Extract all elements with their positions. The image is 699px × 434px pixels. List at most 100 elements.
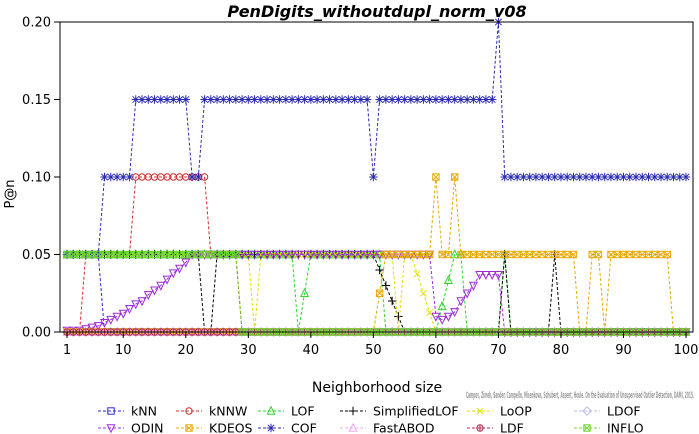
point-kdeos-88 xyxy=(607,250,615,259)
point-kdeos-92 xyxy=(632,250,640,259)
axes: 1 10 20 30 40 50 60 70 80 90 100 0.00 0.05 0.10 0.15 0.… xyxy=(22,16,698,359)
legend-marker-cof xyxy=(266,423,276,433)
point-cof-100 xyxy=(681,172,691,182)
point-cof-78 xyxy=(544,172,553,182)
point-cof-30 xyxy=(244,95,253,104)
point-loop-35 xyxy=(276,250,284,259)
point-loop-48 xyxy=(357,250,365,259)
legend-marker-kdeos xyxy=(185,424,193,432)
series-cof xyxy=(62,17,691,259)
point-cof-58 xyxy=(419,95,428,104)
point-odin-50 xyxy=(368,250,378,260)
point-odin-43 xyxy=(325,250,335,260)
point-cof-32 xyxy=(256,95,266,104)
legend-marker-ldf xyxy=(476,424,484,432)
x-tick-label-70: 70 xyxy=(490,343,507,358)
point-cof-19 xyxy=(175,95,184,104)
plot-area xyxy=(62,17,691,338)
point-odin-38 xyxy=(293,250,303,260)
point-loop-36 xyxy=(282,250,290,259)
point-cof-15 xyxy=(150,95,159,104)
x-tick-label-30: 30 xyxy=(240,343,257,358)
point-cof-33 xyxy=(262,95,272,104)
point-odin-66 xyxy=(468,281,478,291)
point-odin-17 xyxy=(162,275,172,285)
point-odin-5 xyxy=(87,323,97,333)
point-cof-11 xyxy=(125,172,134,182)
point-odin-45 xyxy=(337,250,347,260)
x-tick-label-40: 40 xyxy=(303,343,320,358)
point-cof-12 xyxy=(131,95,140,104)
x-tick-label-1: 1 xyxy=(63,343,71,358)
point-cof-81 xyxy=(563,172,572,182)
point-odin-42 xyxy=(318,250,328,260)
point-cof-90 xyxy=(619,172,628,182)
point-odin-20 xyxy=(181,258,191,268)
point-kdeos-72 xyxy=(507,250,515,259)
y-tick-label-3: 0.15 xyxy=(22,93,51,108)
x-tick-label-10: 10 xyxy=(115,343,132,358)
point-odin-70 xyxy=(493,270,503,280)
legend-item-lof: LOF xyxy=(258,404,315,419)
point-odin-32 xyxy=(256,250,266,260)
point-cof-9 xyxy=(112,172,122,182)
x-tick-label-90: 90 xyxy=(615,343,632,358)
point-cof-80 xyxy=(556,172,566,182)
point-odin-18 xyxy=(168,269,178,279)
legend-item-knn: kNN xyxy=(98,404,157,419)
point-cof-75 xyxy=(525,172,534,182)
point-lof-62 xyxy=(443,275,453,285)
point-odin-7 xyxy=(100,319,110,329)
point-kdeos-96 xyxy=(657,250,665,259)
point-odin-10 xyxy=(118,309,128,319)
point-odin-47 xyxy=(350,250,360,260)
legend-item-knnw: kNNW xyxy=(176,404,247,419)
y-tick-label-4: 0.20 xyxy=(22,16,51,31)
legend-item-ldf: LDF xyxy=(467,421,524,434)
point-cof-54 xyxy=(394,95,403,104)
legend-label-ldof: LDOF xyxy=(607,404,641,419)
point-cof-55 xyxy=(400,95,409,104)
point-kdeos-59 xyxy=(425,250,434,259)
point-cof-56 xyxy=(406,95,416,104)
point-loop-58 xyxy=(419,289,427,297)
point-cof-25 xyxy=(212,95,222,104)
legend-label-lof: LOF xyxy=(291,404,315,419)
point-odin-14 xyxy=(143,291,153,301)
point-odin-44 xyxy=(331,250,341,260)
point-kdeos-62 xyxy=(444,250,453,259)
point-cof-87 xyxy=(600,172,609,182)
point-loop-32 xyxy=(257,250,265,259)
point-kdeos-77 xyxy=(538,250,546,259)
point-kdeos-69 xyxy=(488,250,496,259)
point-lof-61 xyxy=(437,300,447,310)
point-cof-73 xyxy=(512,172,522,182)
point-cof-26 xyxy=(219,95,228,104)
point-cof-95 xyxy=(650,172,659,182)
point-loop-40 xyxy=(307,250,315,259)
point-odin-15 xyxy=(150,286,160,296)
point-lof-63 xyxy=(450,249,460,259)
point-kdeos-68 xyxy=(482,250,490,259)
x-axis-label: Neighborhood size xyxy=(312,380,442,396)
point-cof-53 xyxy=(387,95,397,104)
point-cof-77 xyxy=(537,172,547,182)
point-odin-51 xyxy=(375,250,385,260)
citation-watermark: Campos, Zimek, Sander, Campello, Micenko… xyxy=(466,391,694,401)
point-odin-33 xyxy=(262,250,272,260)
legend-label-inflo: INFLO xyxy=(607,421,644,434)
point-cof-17 xyxy=(162,95,172,104)
point-odin-16 xyxy=(156,281,166,291)
point-simplifiedlof-52 xyxy=(381,281,391,290)
point-loop-43 xyxy=(326,250,334,259)
point-odin-29 xyxy=(237,250,247,260)
point-cof-38 xyxy=(294,95,303,104)
legend-marker-ldof xyxy=(582,406,592,416)
y-axis-label: P@n xyxy=(3,179,18,208)
point-loop-47 xyxy=(351,250,359,259)
point-cof-61 xyxy=(437,95,447,104)
x-tick-label-80: 80 xyxy=(553,343,570,358)
point-odin-35 xyxy=(275,250,285,260)
point-kdeos-51 xyxy=(375,289,384,297)
